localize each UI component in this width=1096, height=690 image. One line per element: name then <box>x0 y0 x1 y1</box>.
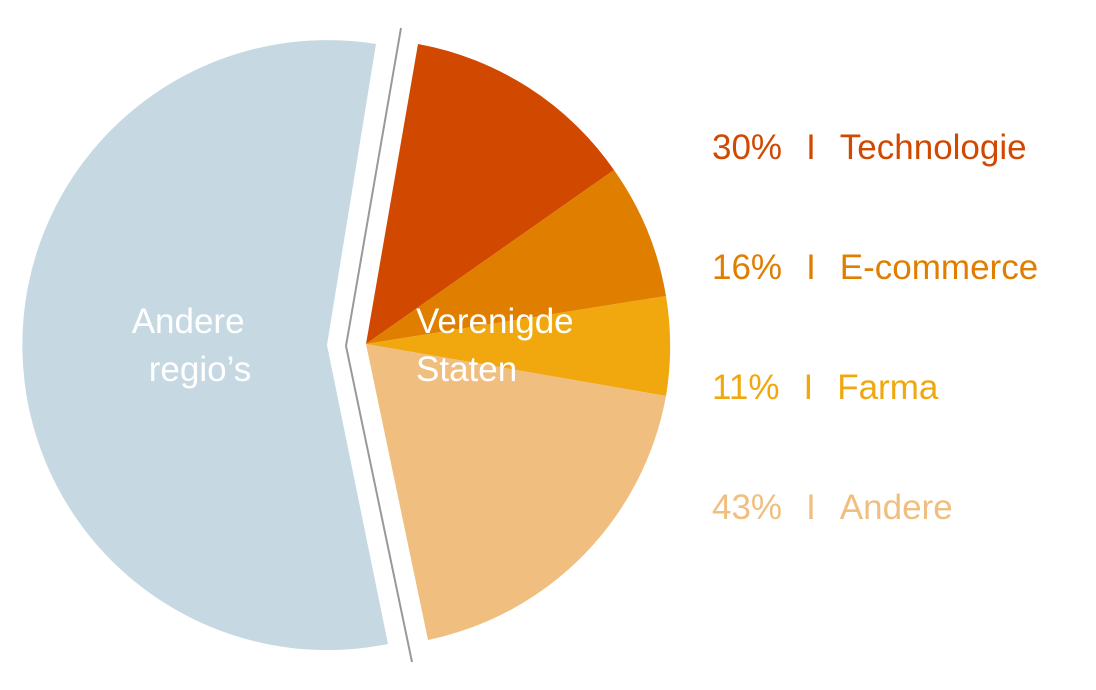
slice-e-commerce <box>366 170 666 344</box>
label-other-regions: Andere regio’s <box>132 302 255 389</box>
label-other-regions-line-2: regio’s <box>149 350 251 389</box>
legend-label-farma: Farma <box>837 368 939 407</box>
legend-value-farma: 11% <box>712 368 779 407</box>
slice-other-regions <box>22 40 388 651</box>
slice-technologie <box>366 44 614 344</box>
break-divider-line <box>344 27 413 663</box>
pie-slices <box>22 40 671 651</box>
legend-label-e-commerce: E-commerce <box>840 248 1038 287</box>
legend-item-andere: 43% I Andere <box>712 488 953 527</box>
legend-value-technologie: 30% <box>712 128 782 167</box>
legend-separator: I <box>806 488 816 527</box>
legend-item-e-commerce: 16% I E-commerce <box>712 248 1038 287</box>
slice-farma <box>366 296 671 396</box>
legend-separator: I <box>806 248 816 287</box>
legend-label-technologie: Technologie <box>840 128 1027 167</box>
label-united-states-line-1: Verenigde <box>416 302 574 341</box>
legend-item-farma: 11% I Farma <box>712 368 939 407</box>
label-united-states: Verenigde Staten <box>416 302 583 389</box>
label-united-states-line-2: Staten <box>416 350 517 389</box>
legend-item-technologie: 30% I Technologie <box>712 128 1027 167</box>
legend-value-e-commerce: 16% <box>712 248 782 287</box>
legend-label-andere: Andere <box>840 488 953 527</box>
legend-separator: I <box>806 128 816 167</box>
slice-andere <box>366 344 666 640</box>
legend-separator: I <box>803 368 813 407</box>
legend-value-andere: 43% <box>712 488 782 527</box>
label-other-regions-line-1: Andere <box>132 302 245 341</box>
legend: 30% I Technologie 16% I E-commerce 11% I Farma… <box>712 128 1038 527</box>
